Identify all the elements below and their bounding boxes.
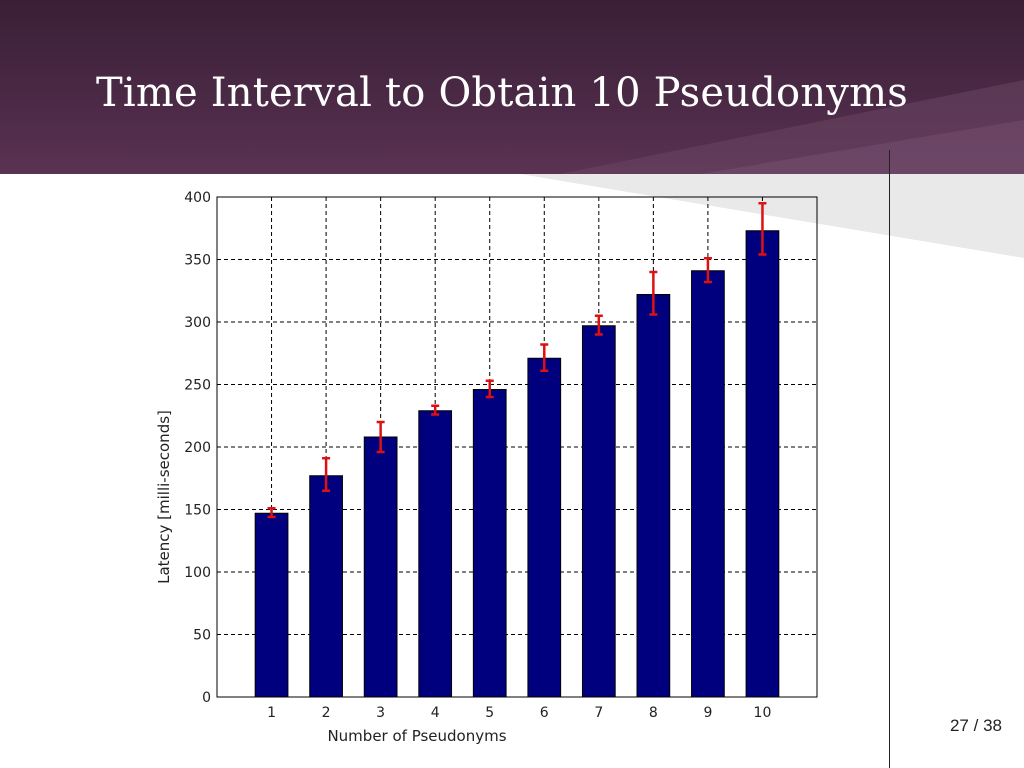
x-tick-label: 8 <box>649 705 658 721</box>
error-bar <box>703 257 712 284</box>
bar <box>363 436 398 698</box>
page-current: 27 <box>949 716 969 735</box>
bar <box>527 357 562 698</box>
bar <box>691 270 725 698</box>
bar <box>309 475 343 698</box>
x-tick-label: 4 <box>431 705 440 721</box>
x-tick-label: 10 <box>754 705 772 721</box>
y-tick-label: 250 <box>184 378 211 394</box>
y-tick-label: 150 <box>184 503 211 519</box>
slide-title: Time Interval to Obtain 10 Pseudonyms <box>96 70 908 116</box>
y-tick-label: 200 <box>184 440 211 456</box>
x-tick-labels: 1 2 3 4 5 6 7 8 9 10 <box>267 705 771 721</box>
error-bar <box>649 270 658 316</box>
page-separator: / <box>973 716 979 735</box>
x-tick-label: 2 <box>322 705 331 721</box>
x-tick-label: 3 <box>376 705 385 721</box>
y-axis-label: Latency [milli-seconds] <box>155 410 173 584</box>
bar <box>418 410 453 698</box>
bars <box>254 230 780 698</box>
error-bar <box>540 343 549 372</box>
header-decoration <box>560 80 1024 174</box>
error-bar <box>758 202 767 256</box>
error-bars <box>267 202 767 519</box>
slide-header: Time Interval to Obtain 10 Pseudonyms <box>0 0 1024 174</box>
bar <box>745 230 780 698</box>
y-tick-label: 50 <box>193 628 211 644</box>
y-tick-label: 100 <box>184 565 211 581</box>
error-bar <box>485 379 494 399</box>
x-axis-label: Number of Pseudonyms <box>327 727 506 745</box>
x-tick-label: 5 <box>485 705 494 721</box>
x-tick-label: 9 <box>703 705 712 721</box>
x-tick-label: 7 <box>594 705 603 721</box>
error-bar <box>431 404 440 416</box>
bar <box>581 325 616 698</box>
vertical-divider <box>889 150 890 768</box>
bar <box>636 294 671 698</box>
error-bar <box>376 420 385 454</box>
y-tick-labels: 0 50 100 150 200 250 300 350 400 <box>184 190 211 706</box>
x-tick-label: 1 <box>267 705 276 721</box>
x-tick-label: 6 <box>540 705 549 721</box>
error-bar <box>267 507 276 519</box>
bar <box>472 389 507 698</box>
y-tick-label: 300 <box>184 315 211 331</box>
y-tick-label: 400 <box>184 190 211 206</box>
bar <box>254 512 289 698</box>
plot-frame <box>216 196 818 698</box>
grid-lines <box>217 197 817 697</box>
y-tick-label: 350 <box>184 253 211 269</box>
error-bar <box>594 314 603 336</box>
page-number: 27 / 38 <box>950 716 1002 736</box>
error-bar <box>322 457 331 492</box>
y-tick-label: 0 <box>202 690 211 706</box>
page-total: 38 <box>983 716 1002 735</box>
